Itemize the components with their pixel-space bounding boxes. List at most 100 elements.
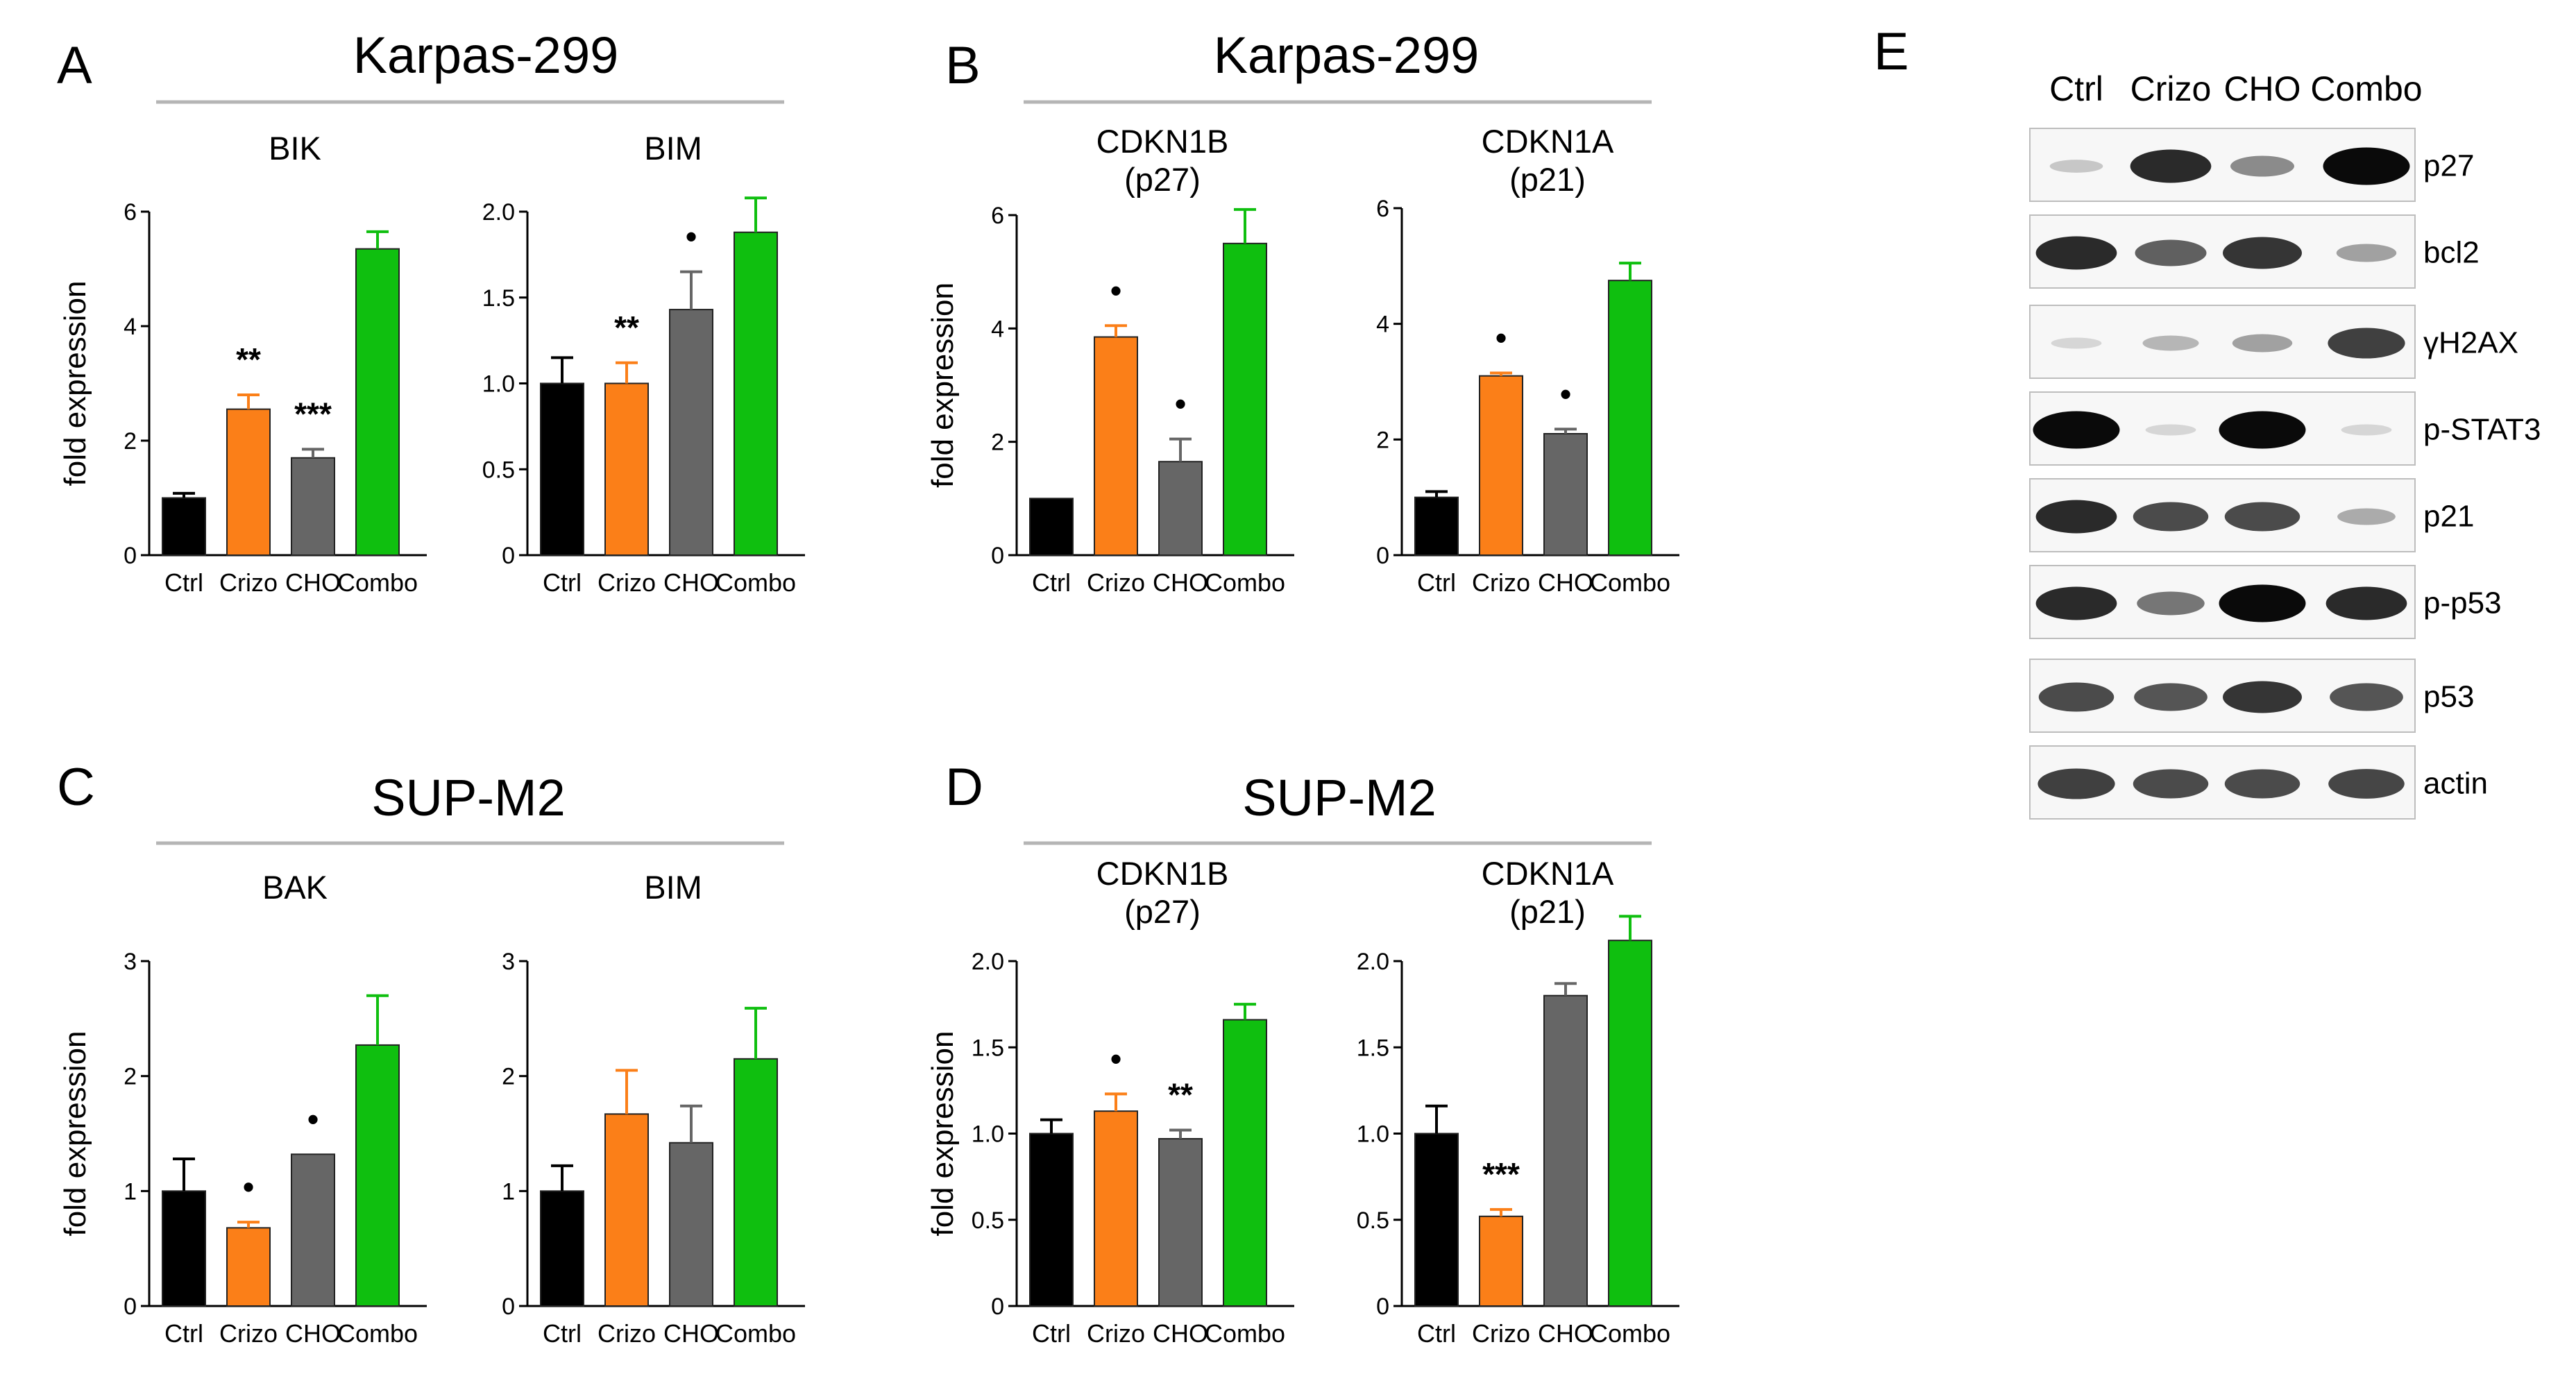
y-tick-label: 3 xyxy=(502,949,515,975)
blot-band xyxy=(2336,244,2397,262)
y-tick-label: 6 xyxy=(991,203,1004,229)
blot-band xyxy=(2130,149,2212,183)
category-label: Combo xyxy=(337,1319,418,1348)
panel-letter-c: C xyxy=(57,758,95,817)
y-tick-label: 3 xyxy=(124,949,137,975)
y-tick-label: 6 xyxy=(1376,196,1389,222)
blot-band xyxy=(2033,411,2120,449)
bar-ctrl xyxy=(1029,498,1074,556)
bar-crizo xyxy=(1094,336,1138,556)
category-label: CHO xyxy=(1538,568,1593,597)
blot-strip-p27 xyxy=(2029,128,2416,202)
chart-a-left: 0 2 4 6 fold expression BIK Ctrl ** Crizo *** CHOC… xyxy=(58,130,427,597)
category-label: Ctrl xyxy=(1417,568,1456,597)
panel-letter-d: D xyxy=(945,758,983,817)
bar-combo xyxy=(1223,242,1267,556)
blot-row-label: p27 xyxy=(2423,149,2474,183)
blot-band xyxy=(2133,769,2209,799)
y-tick-label: 1.5 xyxy=(482,285,515,312)
category-label: Crizo xyxy=(219,1319,278,1348)
y-axis-label: fold expression xyxy=(926,1031,960,1237)
chart-title: CDKN1B xyxy=(1096,855,1229,892)
significance-marker: • xyxy=(307,1101,319,1137)
blot-band xyxy=(2133,502,2209,532)
y-tick-label: 0.5 xyxy=(482,457,515,483)
blot-band xyxy=(2035,236,2117,270)
blot-strip-pstat3 xyxy=(2029,391,2416,466)
y-tick-label: 2 xyxy=(124,1064,137,1090)
y-axis-label: fold expression xyxy=(58,281,92,486)
category-label: CHO xyxy=(663,568,719,597)
blot-band xyxy=(2035,586,2117,620)
y-tick-label: 2 xyxy=(991,430,1004,456)
chart-c-left: 0 1 2 3 fold expression BAK Ctrl • Crizo • CHOComb… xyxy=(58,869,427,1348)
category-label: Crizo xyxy=(598,568,656,597)
category-label: Ctrl xyxy=(1417,1319,1456,1348)
bar-ctrl xyxy=(540,1190,584,1307)
significance-marker: • xyxy=(243,1169,254,1205)
y-axis-label: fold expression xyxy=(58,1031,92,1237)
category-label: CHO xyxy=(1153,1319,1208,1348)
bar-cho xyxy=(1158,1137,1203,1307)
y-tick-label: 2 xyxy=(1376,427,1389,453)
y-tick-label: 1 xyxy=(502,1178,515,1205)
bar-combo xyxy=(734,1058,778,1307)
category-label: Ctrl xyxy=(164,568,203,597)
chart-title: BIM xyxy=(644,130,702,167)
category-label: CHO xyxy=(285,568,341,597)
blot-band xyxy=(2145,424,2196,436)
panel-title-b: Karpas-299 xyxy=(1214,26,1480,84)
y-tick-label: 1.5 xyxy=(972,1035,1004,1061)
blot-band xyxy=(2223,237,2302,269)
chart-b-left: 0 2 4 6 fold expression CDKN1B(p27) Ctrl • Crizo… xyxy=(926,123,1294,597)
y-tick-label: 1 xyxy=(124,1178,137,1205)
blot-column-header: CHO xyxy=(2223,69,2300,108)
blot-row-label: γH2AX xyxy=(2423,326,2518,360)
blot-band xyxy=(2051,337,2102,349)
blot-band xyxy=(2323,147,2410,185)
bar-ctrl xyxy=(1414,496,1459,557)
blot-row-label: p-STAT3 xyxy=(2423,413,2541,447)
significance-marker: *** xyxy=(1482,1156,1520,1192)
significance-marker: • xyxy=(1110,272,1121,308)
blot-band xyxy=(2134,683,2208,711)
category-label: Crizo xyxy=(1472,1319,1530,1348)
chart-title: (p21) xyxy=(1509,161,1586,198)
chart-title: (p21) xyxy=(1509,893,1586,930)
blot-column-header: Crizo xyxy=(2130,69,2212,108)
bar-crizo xyxy=(1479,375,1523,557)
blot-strip-bcl2 xyxy=(2029,214,2416,289)
bar-cho xyxy=(1158,461,1203,556)
category-label: Crizo xyxy=(1087,1319,1145,1348)
y-tick-label: 0 xyxy=(1376,543,1389,569)
chart-title: BIK xyxy=(269,130,321,167)
y-tick-label: 0 xyxy=(124,543,137,569)
y-tick-label: 0 xyxy=(502,1294,515,1320)
blot-band xyxy=(2223,681,2302,713)
y-tick-label: 1.0 xyxy=(482,371,515,398)
bar-ctrl xyxy=(1414,1133,1459,1307)
y-tick-label: 4 xyxy=(991,316,1004,342)
y-tick-label: 0.5 xyxy=(1357,1207,1389,1234)
blot-band xyxy=(2142,335,2199,351)
significance-marker: ** xyxy=(236,341,261,378)
y-tick-label: 0 xyxy=(991,543,1004,569)
blot-band xyxy=(2341,424,2392,436)
panel-title-c: SUP-M2 xyxy=(371,769,566,826)
panel-letter-e: E xyxy=(1874,22,1909,81)
bar-cho xyxy=(1543,994,1588,1307)
chart-d-left: 0 0.5 1.0 1.5 2.0 fold expression CDKN1B(p27) C… xyxy=(926,855,1294,1348)
chart-title: BIM xyxy=(644,869,702,906)
y-tick-label: 4 xyxy=(124,314,137,340)
chart-title: (p27) xyxy=(1124,161,1201,198)
blot-strip-pp53 xyxy=(2029,565,2416,639)
category-label: Combo xyxy=(715,1319,796,1348)
bar-cho xyxy=(669,309,713,556)
blot-column-header: Ctrl xyxy=(2049,69,2103,108)
blot-row-label: p-p53 xyxy=(2423,586,2502,620)
blot-band xyxy=(2330,683,2403,711)
blot-band xyxy=(2230,155,2294,177)
blot-row-label: actin xyxy=(2423,767,2488,801)
